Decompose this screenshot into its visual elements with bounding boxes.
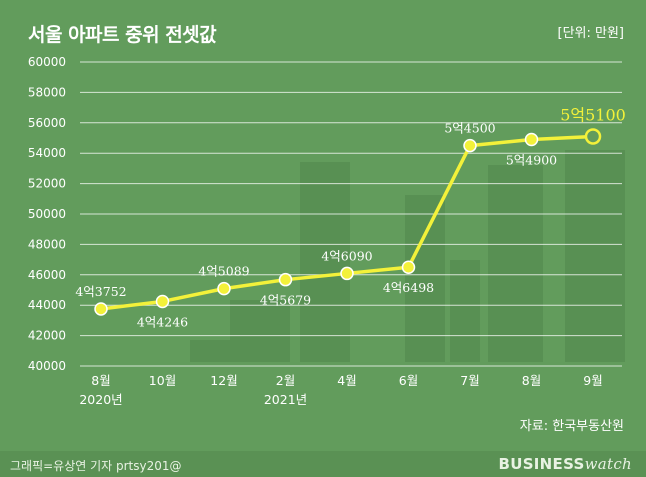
data-label: 5억5100 [560,105,626,124]
x-tick-label: 4월 [337,373,356,388]
data-label: 4억6498 [383,280,434,295]
x-tick-label: 9월 [583,373,602,388]
data-point [584,128,602,145]
chart-title: 서울 아파트 중위 전셋값 [28,24,217,46]
data-point [340,266,354,281]
y-axis-ticks: 40000 42000 44000 46000 48000 50000 52000 54000… [28,55,66,373]
data-label: 4억5679 [260,293,311,308]
data-label: 4억3752 [75,284,126,299]
building-shape [405,195,445,362]
x-year-label: 2021년 [264,392,307,407]
x-tick-label: 12월 [210,373,237,388]
y-tick-label: 52000 [28,177,66,191]
x-tick-label: 6월 [399,373,418,388]
unit-label: [단위: 만원] [557,26,625,41]
data-labels: 4억3752 4억4246 4억5089 4억5679 4억6090 4억6498 5억45… [75,105,625,329]
data-point [524,132,539,147]
data-point [217,281,231,296]
y-tick-label: 58000 [28,85,66,99]
brand-logo: BUSINESSwatch [498,455,632,473]
y-tick-label: 44000 [28,298,66,312]
y-tick-label: 56000 [28,116,66,130]
y-tick-label: 46000 [28,268,66,282]
y-tick-label: 54000 [28,146,66,160]
building-shape [565,150,625,362]
logo-main: BUSINESS [498,455,585,473]
y-tick-label: 42000 [28,329,66,343]
y-tick-label: 40000 [28,359,66,373]
source-label: 자료: 한국부동산원 [519,419,624,434]
background-buildings [190,150,625,362]
data-point [401,260,416,274]
data-point [94,302,108,316]
x-tick-label: 2월 [276,373,295,388]
data-label: 4억5089 [198,264,249,279]
building-shape [230,300,290,362]
x-tick-label: 10월 [149,373,176,388]
y-tick-label: 48000 [28,237,66,251]
data-label: 5억4900 [506,153,557,168]
y-tick-label: 60000 [28,55,66,69]
x-tick-label: 7월 [460,373,479,388]
x-tick-label: 8월 [522,373,541,388]
building-shape [190,340,230,362]
x-axis-ticks: 8월 2020년 10월 12월 2월 2021년 4월 6월 7월 8월 9월 [79,373,602,407]
credit-label: 그래픽=유상연 기자 prtsy201@ [10,459,182,473]
data-label: 4억4246 [137,314,188,329]
building-shape [300,162,350,362]
data-label: 4억6090 [321,248,372,263]
logo-sub: watch [584,455,632,473]
data-point [155,294,170,309]
x-year-label: 2020년 [79,392,122,407]
data-point [463,138,477,153]
y-tick-label: 50000 [28,207,66,221]
x-tick-label: 8월 [91,373,110,388]
building-shape [488,165,543,362]
data-points [94,128,602,316]
data-label: 5억4500 [444,121,495,136]
footer-bar [0,451,646,477]
building-shape [450,260,480,362]
data-point [278,272,293,287]
